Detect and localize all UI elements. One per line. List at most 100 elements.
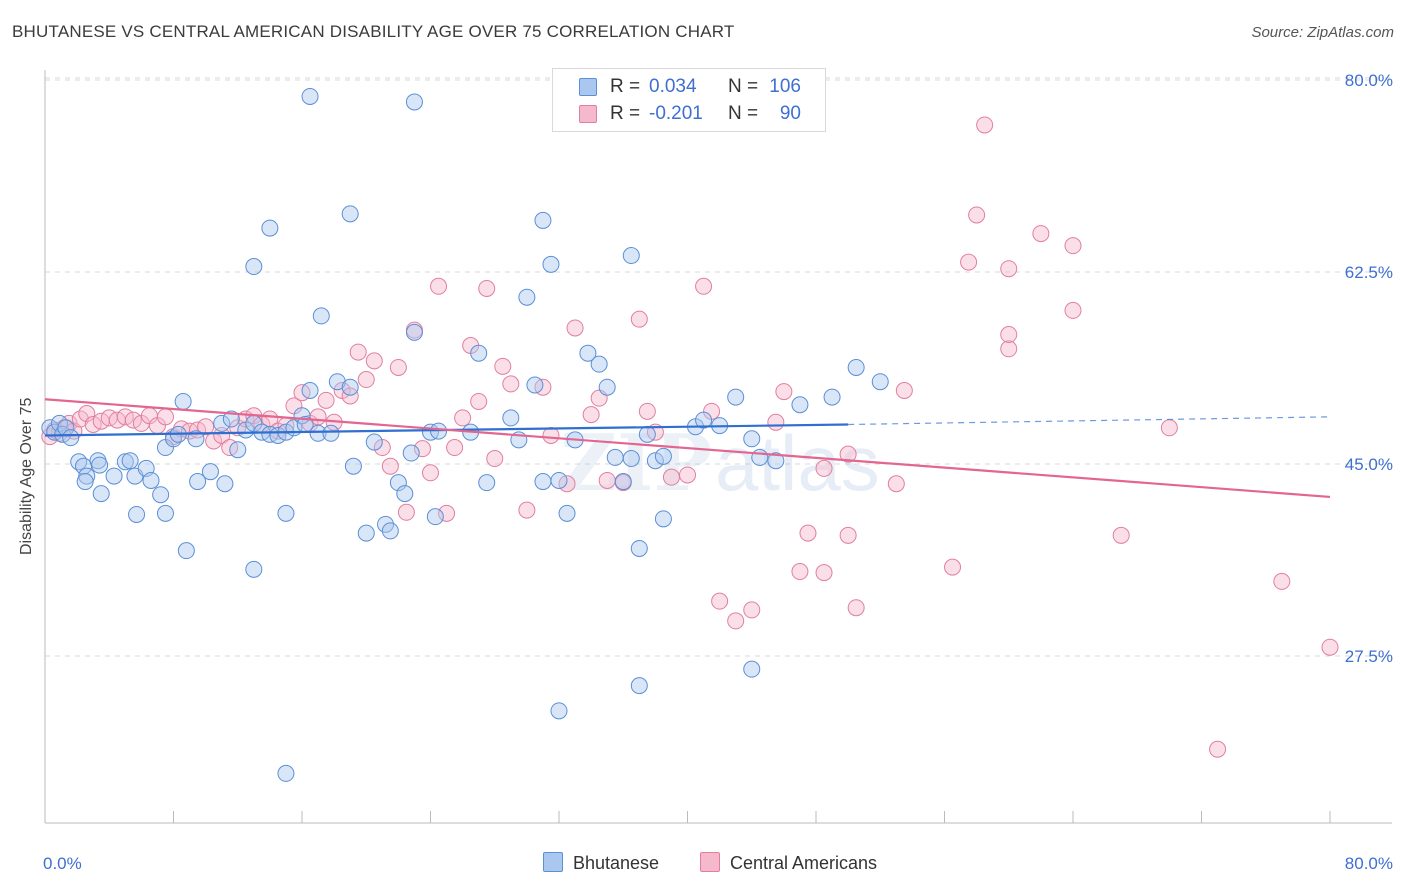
data-point-bhutanese bbox=[727, 388, 745, 406]
data-point-bhutanese bbox=[91, 456, 109, 474]
data-point-bhutanese bbox=[550, 471, 568, 489]
data-point-central-americans bbox=[968, 206, 986, 224]
data-point-bhutanese bbox=[767, 452, 785, 470]
data-point-central-americans bbox=[839, 526, 857, 544]
data-point-bhutanese bbox=[312, 307, 330, 325]
data-point-bhutanese bbox=[402, 444, 420, 462]
y-axis-title: Disability Age Over 75 bbox=[18, 397, 35, 555]
series-legend: Bhutanese Central Americans bbox=[0, 852, 1406, 878]
data-point-central-americans bbox=[1032, 225, 1050, 243]
data-point-central-americans bbox=[341, 387, 359, 405]
data-point-central-americans bbox=[1160, 419, 1178, 437]
data-point-bhutanese bbox=[542, 255, 560, 273]
watermark-zip: ZIP bbox=[560, 418, 712, 509]
data-point-central-americans bbox=[815, 564, 833, 582]
data-point-central-americans bbox=[446, 439, 464, 457]
legend-n-value: 106 bbox=[769, 76, 801, 97]
data-point-bhutanese bbox=[357, 524, 375, 542]
data-point-central-americans bbox=[438, 504, 456, 522]
data-point-central-americans bbox=[317, 391, 335, 409]
data-point-central-americans bbox=[1321, 638, 1339, 656]
data-point-bhutanese bbox=[365, 433, 383, 451]
x-tick-label: 0.0% bbox=[43, 854, 82, 873]
data-point-central-americans bbox=[349, 343, 367, 361]
data-point-central-americans bbox=[389, 358, 407, 376]
data-point-central-americans bbox=[494, 357, 512, 375]
legend-label-bhutanese: Bhutanese bbox=[573, 853, 660, 873]
data-point-bhutanese bbox=[201, 463, 219, 481]
data-point-central-americans bbox=[156, 408, 174, 426]
data-point-bhutanese bbox=[174, 392, 192, 410]
data-point-bhutanese bbox=[222, 410, 240, 428]
data-point-central-americans bbox=[847, 599, 865, 617]
data-point-central-americans bbox=[486, 450, 504, 468]
data-point-bhutanese bbox=[261, 219, 279, 237]
data-point-central-americans bbox=[662, 468, 680, 486]
data-point-bhutanese bbox=[550, 702, 568, 720]
data-point-bhutanese bbox=[344, 457, 362, 475]
data-point-central-americans bbox=[815, 459, 833, 477]
data-point-central-americans bbox=[365, 352, 383, 370]
data-point-bhutanese bbox=[341, 378, 359, 396]
data-point-central-americans bbox=[430, 277, 448, 295]
data-point-bhutanese bbox=[558, 504, 576, 522]
data-point-bhutanese bbox=[322, 424, 340, 442]
data-point-central-americans bbox=[478, 279, 496, 297]
legend-n-label: N = bbox=[728, 103, 759, 124]
data-point-bhutanese bbox=[526, 376, 544, 394]
data-point-central-americans bbox=[381, 457, 399, 475]
data-point-bhutanese bbox=[301, 87, 319, 105]
data-point-central-americans bbox=[598, 471, 616, 489]
data-point-bhutanese bbox=[614, 473, 632, 491]
legend-item-central-americans[interactable]: Central Americans bbox=[700, 852, 877, 874]
data-point-bhutanese bbox=[177, 542, 195, 560]
data-point-central-americans bbox=[454, 409, 472, 427]
data-point-bhutanese bbox=[638, 425, 656, 443]
data-point-bhutanese bbox=[156, 504, 174, 522]
data-point-bhutanese bbox=[213, 414, 231, 432]
legend-item-bhutanese[interactable]: Bhutanese bbox=[543, 852, 659, 874]
data-point-bhutanese bbox=[277, 764, 295, 782]
data-point-bhutanese bbox=[606, 448, 624, 466]
data-point-central-americans bbox=[638, 402, 656, 420]
legend-n-value: 90 bbox=[779, 103, 801, 124]
data-point-bhutanese bbox=[389, 474, 407, 492]
data-point-bhutanese bbox=[579, 344, 597, 362]
data-point-bhutanese bbox=[622, 450, 640, 468]
data-point-bhutanese bbox=[426, 508, 444, 526]
legend-r-value: -0.201 bbox=[649, 103, 703, 124]
data-point-central-americans bbox=[1273, 572, 1291, 590]
data-point-bhutanese bbox=[245, 258, 263, 276]
legend-swatch-pink bbox=[579, 105, 597, 123]
data-point-central-americans bbox=[711, 592, 729, 610]
legend-label-central-americans: Central Americans bbox=[730, 853, 878, 873]
data-point-bhutanese bbox=[590, 355, 608, 373]
data-point-bhutanese bbox=[630, 677, 648, 695]
data-point-bhutanese bbox=[229, 441, 247, 459]
data-point-central-americans bbox=[727, 612, 745, 630]
legend-r-label: R = bbox=[610, 103, 641, 124]
data-point-central-americans bbox=[518, 501, 536, 519]
data-point-central-americans bbox=[887, 475, 905, 493]
data-point-central-americans bbox=[1209, 740, 1227, 758]
trendline-bhutanese-extension bbox=[848, 416, 1331, 426]
data-point-central-americans bbox=[213, 426, 231, 444]
data-point-bhutanese bbox=[396, 485, 414, 503]
data-point-bhutanese bbox=[121, 452, 139, 470]
data-point-central-americans bbox=[1064, 237, 1082, 255]
watermark: ZIP atlas bbox=[560, 418, 880, 509]
data-point-central-americans bbox=[422, 464, 439, 482]
data-point-central-americans bbox=[679, 466, 696, 484]
data-point-central-americans bbox=[582, 406, 600, 424]
y-tick-label: 80.0% bbox=[1345, 71, 1393, 90]
data-point-central-americans bbox=[743, 601, 761, 619]
data-point-bhutanese bbox=[309, 424, 327, 442]
legend-swatch-blue bbox=[543, 852, 563, 872]
trendline-central-americans bbox=[44, 398, 1331, 499]
legend-swatch-pink bbox=[700, 852, 720, 872]
data-point-bhutanese bbox=[743, 430, 761, 448]
data-point-bhutanese bbox=[76, 473, 94, 491]
data-point-central-americans bbox=[799, 524, 817, 542]
data-point-bhutanese bbox=[791, 396, 809, 414]
watermark-atlas: atlas bbox=[715, 419, 880, 507]
